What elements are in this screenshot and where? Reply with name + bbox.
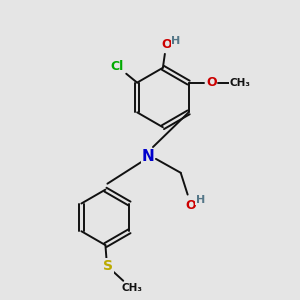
Text: Cl: Cl bbox=[111, 60, 124, 73]
Text: H: H bbox=[171, 36, 180, 46]
Text: O: O bbox=[185, 199, 196, 212]
Text: H: H bbox=[196, 194, 205, 205]
Text: CH₃: CH₃ bbox=[122, 283, 143, 293]
Text: S: S bbox=[103, 259, 113, 273]
Text: O: O bbox=[161, 38, 172, 52]
Text: O: O bbox=[206, 76, 217, 89]
Text: N: N bbox=[142, 149, 154, 164]
Text: CH₃: CH₃ bbox=[230, 78, 250, 88]
